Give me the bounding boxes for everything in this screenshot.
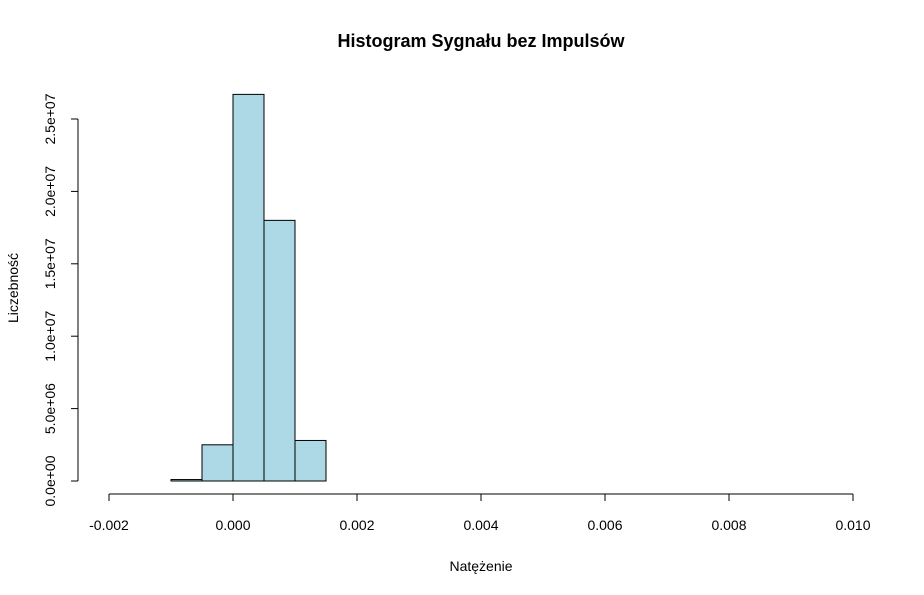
y-tick-label: 1.0e+07: [42, 310, 58, 361]
x-tick-label: 0.008: [711, 517, 746, 533]
histogram-bar: [294, 439, 327, 482]
x-tick-label: 0.006: [587, 517, 622, 533]
x-tick-label: 0.002: [339, 517, 374, 533]
histogram-bar: [201, 444, 234, 482]
y-axis: 0.0e+00 5.0e+06 1.0e+07 1.5e+07 2.0e+07 2.5e+…: [42, 93, 79, 507]
chart-title: Histogram Sygnału bez Impulsów: [337, 31, 625, 51]
histogram-bar: [263, 219, 296, 482]
y-tick-label: 0.0e+00: [42, 455, 58, 506]
x-axis-label: Natężenie: [449, 558, 512, 574]
y-tick-label: 2.0e+07: [42, 166, 58, 217]
x-tick-label: -0.002: [89, 517, 129, 533]
x-tick-label: 0.000: [215, 517, 250, 533]
histogram-bar: [170, 479, 203, 482]
y-tick-label: 5.0e+06: [42, 383, 58, 434]
y-axis-label: Liczebność: [5, 253, 21, 323]
x-tick-label: 0.010: [835, 517, 870, 533]
x-tick-label: 0.004: [463, 517, 498, 533]
y-tick-label: 2.5e+07: [42, 93, 58, 144]
y-tick-label: 1.5e+07: [42, 238, 58, 289]
x-axis: -0.002 0.000 0.002 0.004 0.006 0.008 0.010: [89, 493, 871, 533]
histogram-bar: [232, 93, 265, 482]
bars-group: [170, 93, 327, 482]
